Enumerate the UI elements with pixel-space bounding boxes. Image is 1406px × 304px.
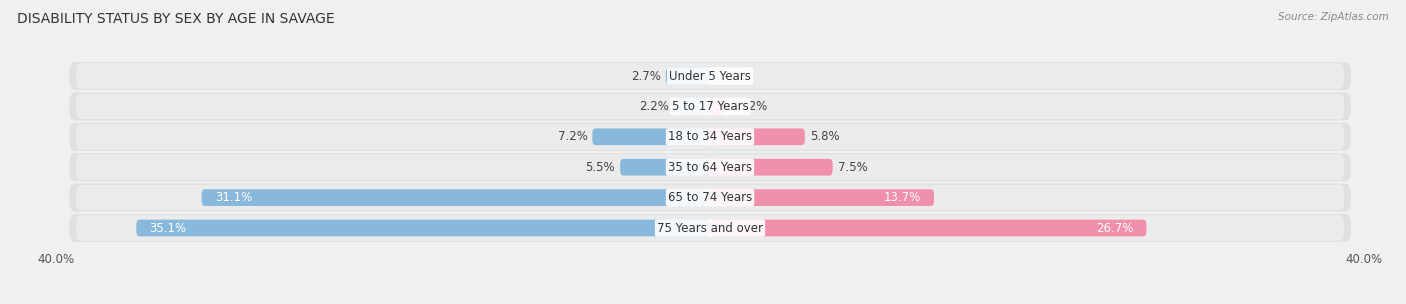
FancyBboxPatch shape: [710, 129, 804, 145]
FancyBboxPatch shape: [76, 154, 1344, 180]
Text: 5.5%: 5.5%: [586, 161, 616, 174]
FancyBboxPatch shape: [76, 63, 1344, 89]
Text: 0.92%: 0.92%: [730, 100, 768, 113]
Text: 35.1%: 35.1%: [149, 222, 187, 234]
FancyBboxPatch shape: [592, 129, 710, 145]
FancyBboxPatch shape: [710, 220, 1146, 237]
Text: 2.2%: 2.2%: [640, 100, 669, 113]
FancyBboxPatch shape: [69, 92, 1351, 120]
Text: Under 5 Years: Under 5 Years: [669, 70, 751, 82]
FancyBboxPatch shape: [710, 189, 934, 206]
Text: 2.7%: 2.7%: [631, 70, 661, 82]
FancyBboxPatch shape: [673, 98, 710, 115]
FancyBboxPatch shape: [201, 189, 710, 206]
FancyBboxPatch shape: [69, 184, 1351, 212]
Text: 7.5%: 7.5%: [838, 161, 868, 174]
FancyBboxPatch shape: [76, 94, 1344, 119]
FancyBboxPatch shape: [136, 220, 710, 237]
Text: 65 to 74 Years: 65 to 74 Years: [668, 191, 752, 204]
Text: 31.1%: 31.1%: [215, 191, 252, 204]
Text: 5 to 17 Years: 5 to 17 Years: [672, 100, 748, 113]
FancyBboxPatch shape: [69, 62, 1351, 90]
Text: 35 to 64 Years: 35 to 64 Years: [668, 161, 752, 174]
FancyBboxPatch shape: [76, 185, 1344, 210]
Text: Source: ZipAtlas.com: Source: ZipAtlas.com: [1278, 12, 1389, 22]
FancyBboxPatch shape: [666, 68, 710, 85]
FancyBboxPatch shape: [69, 123, 1351, 151]
FancyBboxPatch shape: [69, 153, 1351, 181]
FancyBboxPatch shape: [76, 124, 1344, 150]
FancyBboxPatch shape: [710, 159, 832, 176]
Text: 75 Years and over: 75 Years and over: [657, 222, 763, 234]
Text: 0.0%: 0.0%: [714, 70, 745, 82]
FancyBboxPatch shape: [710, 98, 725, 115]
Text: 26.7%: 26.7%: [1097, 222, 1133, 234]
FancyBboxPatch shape: [69, 214, 1351, 242]
Text: 18 to 34 Years: 18 to 34 Years: [668, 130, 752, 143]
FancyBboxPatch shape: [76, 215, 1344, 241]
Text: DISABILITY STATUS BY SEX BY AGE IN SAVAGE: DISABILITY STATUS BY SEX BY AGE IN SAVAG…: [17, 12, 335, 26]
Text: 13.7%: 13.7%: [883, 191, 921, 204]
FancyBboxPatch shape: [620, 159, 710, 176]
Text: 5.8%: 5.8%: [810, 130, 839, 143]
Text: 7.2%: 7.2%: [558, 130, 588, 143]
